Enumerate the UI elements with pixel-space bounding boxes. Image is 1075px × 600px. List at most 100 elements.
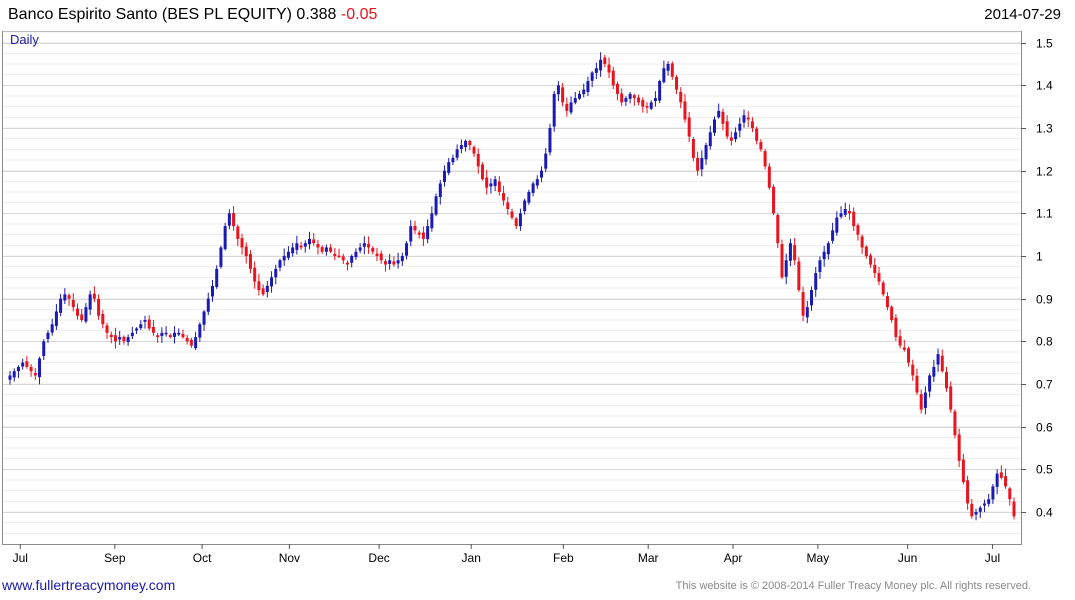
- candle-body: [33, 372, 37, 376]
- candle-body: [603, 57, 607, 64]
- candle-body: [615, 83, 619, 94]
- site-link[interactable]: www.fullertreacymoney.com: [2, 577, 176, 593]
- candle-body: [265, 285, 269, 292]
- candle-body: [274, 268, 278, 278]
- candle-body: [982, 503, 986, 506]
- candle-body: [405, 243, 409, 256]
- candle-body: [637, 97, 641, 103]
- candle-body: [894, 317, 898, 338]
- candle-body: [531, 183, 535, 193]
- x-tick-label: Jun: [898, 551, 917, 565]
- candle-body: [995, 473, 999, 487]
- candle-body: [607, 64, 611, 73]
- candle-body: [295, 243, 299, 250]
- candle-body: [750, 121, 754, 128]
- candle-body: [788, 243, 792, 261]
- candle-body: [881, 282, 885, 295]
- candle-body: [772, 186, 776, 214]
- candle-body: [907, 348, 911, 363]
- x-tick-label: Jul: [13, 551, 28, 565]
- candle-body: [375, 253, 379, 256]
- candle-body: [805, 307, 809, 318]
- candle-body: [738, 123, 742, 131]
- candle-body: [696, 157, 700, 171]
- period-label: Daily: [10, 32, 39, 47]
- candle-body: [240, 238, 244, 248]
- candle-body: [687, 117, 691, 137]
- candle-body: [843, 209, 847, 215]
- candle-body: [514, 218, 518, 227]
- candle-body: [105, 325, 109, 333]
- candle-body: [936, 354, 940, 365]
- candle-body: [793, 245, 797, 261]
- x-tick-label: Apr: [724, 551, 743, 565]
- candle-body: [485, 177, 489, 188]
- candle-body: [1012, 501, 1016, 517]
- candle-body: [392, 261, 396, 265]
- candle-body: [236, 226, 240, 239]
- candle-body: [729, 137, 733, 141]
- candle-body: [206, 298, 210, 312]
- candle-body: [565, 103, 569, 111]
- candle-body: [480, 164, 484, 180]
- candle-body: [464, 140, 468, 148]
- candle-body: [417, 232, 421, 235]
- candle-body: [324, 247, 328, 252]
- candle-body: [160, 332, 164, 337]
- candle-body: [12, 371, 16, 378]
- candle-body: [312, 239, 316, 244]
- candle-body: [957, 434, 961, 461]
- candle-body: [548, 128, 552, 153]
- candle-body: [856, 225, 860, 235]
- candle-body: [966, 480, 970, 504]
- candle-body: [421, 232, 425, 239]
- candle-body: [181, 333, 185, 338]
- candle-body: [561, 87, 565, 103]
- candle-body: [434, 196, 438, 215]
- candle-body: [544, 153, 548, 169]
- candle-body: [320, 247, 324, 252]
- candle-body: [443, 170, 447, 182]
- candle-body: [945, 371, 949, 389]
- candle-body: [67, 295, 71, 299]
- candle-body: [291, 247, 295, 254]
- candle-body: [350, 256, 354, 263]
- candle-body: [459, 145, 463, 149]
- candle-body: [383, 261, 387, 265]
- candle-body: [25, 361, 29, 367]
- candle-body: [413, 225, 417, 231]
- candle-body: [80, 314, 84, 320]
- candle-body: [219, 247, 223, 267]
- candle-body: [814, 273, 818, 290]
- candle-body: [261, 288, 265, 295]
- candle-body: [493, 179, 497, 186]
- y-tick-label: 0.7: [1036, 378, 1053, 392]
- candle-body: [109, 334, 113, 338]
- x-tick-label: Dec: [368, 551, 389, 565]
- candle-body: [776, 215, 780, 244]
- candle-body: [46, 332, 50, 340]
- candle-body: [518, 213, 522, 227]
- candle-body: [215, 268, 219, 288]
- candle-body: [932, 366, 936, 377]
- candle-body: [143, 320, 147, 322]
- candle-body: [497, 181, 501, 192]
- candle-body: [92, 293, 96, 299]
- candle-body: [759, 142, 763, 150]
- candle-body: [367, 243, 371, 248]
- candle-body: [712, 119, 716, 133]
- candle-body: [329, 247, 333, 252]
- candle-body: [227, 213, 231, 226]
- candle-body: [59, 298, 63, 313]
- candle-body: [746, 117, 750, 120]
- candle-body: [691, 139, 695, 158]
- candle-body: [852, 211, 856, 227]
- candle-body: [438, 183, 442, 198]
- y-tick-label: 0.5: [1036, 463, 1053, 477]
- candle-body: [683, 101, 687, 120]
- candle-body: [611, 70, 615, 86]
- candle-body: [535, 179, 539, 186]
- candle-body: [582, 89, 586, 95]
- candle-body: [847, 211, 851, 214]
- candle-body: [38, 358, 42, 378]
